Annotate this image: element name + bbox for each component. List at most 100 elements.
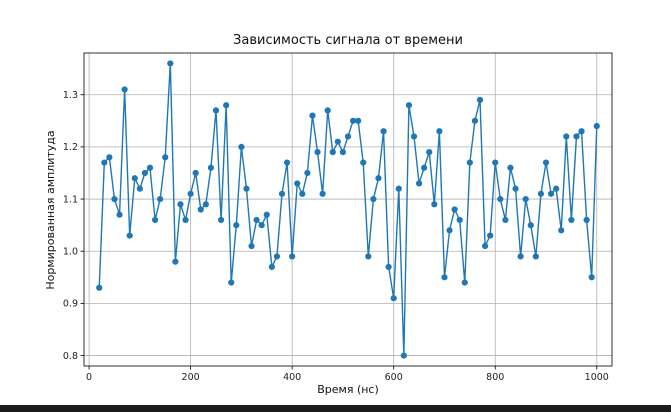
data-point (446, 227, 453, 234)
x-tick-label: 200 (182, 372, 200, 383)
data-point (294, 180, 301, 187)
chart-title: Зависимость сигнала от времени (233, 33, 463, 48)
data-point (400, 352, 407, 359)
data-point (466, 159, 473, 166)
data-point (202, 201, 209, 208)
y-axis-label: Нормированная амплитуда (44, 130, 57, 289)
data-point (273, 253, 281, 260)
x-tick-label: 0 (86, 372, 92, 383)
data-point (248, 242, 255, 250)
data-point (476, 96, 484, 104)
data-point (177, 201, 184, 208)
data-point (223, 102, 230, 109)
y-tick-label: 1.1 (63, 194, 78, 205)
data-point (207, 164, 215, 171)
x-tick-label: 1000 (585, 372, 609, 383)
data-point (395, 185, 402, 192)
data-point (268, 263, 275, 270)
data-point (319, 190, 326, 197)
data-point (299, 190, 306, 197)
data-point (365, 253, 372, 260)
data-point (380, 128, 387, 135)
data-point (405, 102, 413, 109)
y-tick-label: 0.9 (63, 299, 78, 310)
data-point (329, 149, 336, 156)
data-point (146, 164, 154, 171)
data-point (197, 206, 204, 213)
x-tick-label: 600 (385, 372, 403, 383)
data-point (431, 201, 438, 208)
data-point (278, 190, 286, 197)
data-point (217, 216, 225, 224)
data-point (157, 195, 164, 203)
data-point (415, 180, 423, 187)
data-point (426, 149, 433, 156)
data-point (111, 195, 118, 203)
y-tick-label: 1.0 (63, 247, 78, 258)
data-point (481, 242, 489, 250)
tick-marks (80, 94, 598, 370)
data-point (497, 195, 504, 203)
data-point (141, 169, 149, 177)
data-point (517, 253, 524, 260)
data-point (121, 86, 128, 93)
data-point (304, 169, 311, 177)
data-point (487, 232, 494, 239)
data-point (456, 216, 463, 224)
data-point (151, 216, 159, 224)
data-point (410, 133, 418, 140)
axes-border (83, 52, 613, 367)
data-point (360, 159, 367, 166)
data-point (375, 175, 382, 182)
data-point (283, 159, 291, 166)
data-point (385, 263, 392, 270)
y-tick-label: 1.2 (63, 142, 78, 153)
data-point (390, 295, 397, 302)
data-point (136, 185, 143, 192)
data-point (162, 154, 169, 161)
x-tick-label: 800 (486, 372, 504, 383)
data-point (96, 284, 103, 291)
data-point (578, 128, 585, 135)
data-point (187, 190, 194, 197)
data-point (324, 107, 331, 114)
data-point (537, 190, 545, 197)
data-point (471, 117, 479, 124)
data-point (583, 216, 590, 224)
y-tick-label: 0.8 (63, 351, 78, 362)
data-point (106, 154, 113, 161)
data-point (527, 222, 534, 229)
data-point (131, 175, 138, 182)
data-point (547, 190, 555, 197)
data-point (588, 274, 595, 281)
x-tick-label: 400 (283, 372, 301, 383)
data-point (558, 227, 565, 234)
data-point (568, 216, 575, 224)
data-point (436, 128, 443, 135)
data-series (96, 60, 600, 359)
data-point (492, 159, 499, 166)
bottom-dark-strip (0, 405, 671, 412)
data-point (461, 279, 468, 286)
data-point (334, 138, 341, 145)
data-point (451, 206, 458, 213)
data-point (339, 149, 347, 156)
data-point (314, 149, 321, 156)
data-point (553, 185, 560, 192)
plot-background (84, 53, 612, 366)
data-point (228, 279, 235, 286)
data-point (233, 222, 240, 229)
data-point (355, 117, 362, 124)
data-point (182, 216, 189, 224)
data-point (573, 133, 580, 140)
data-point (593, 122, 600, 130)
data-point (522, 195, 529, 203)
data-point (253, 216, 260, 224)
data-point (263, 211, 270, 218)
data-point (238, 143, 245, 150)
data-point (212, 107, 220, 114)
data-point (126, 232, 133, 239)
data-point (563, 133, 570, 140)
